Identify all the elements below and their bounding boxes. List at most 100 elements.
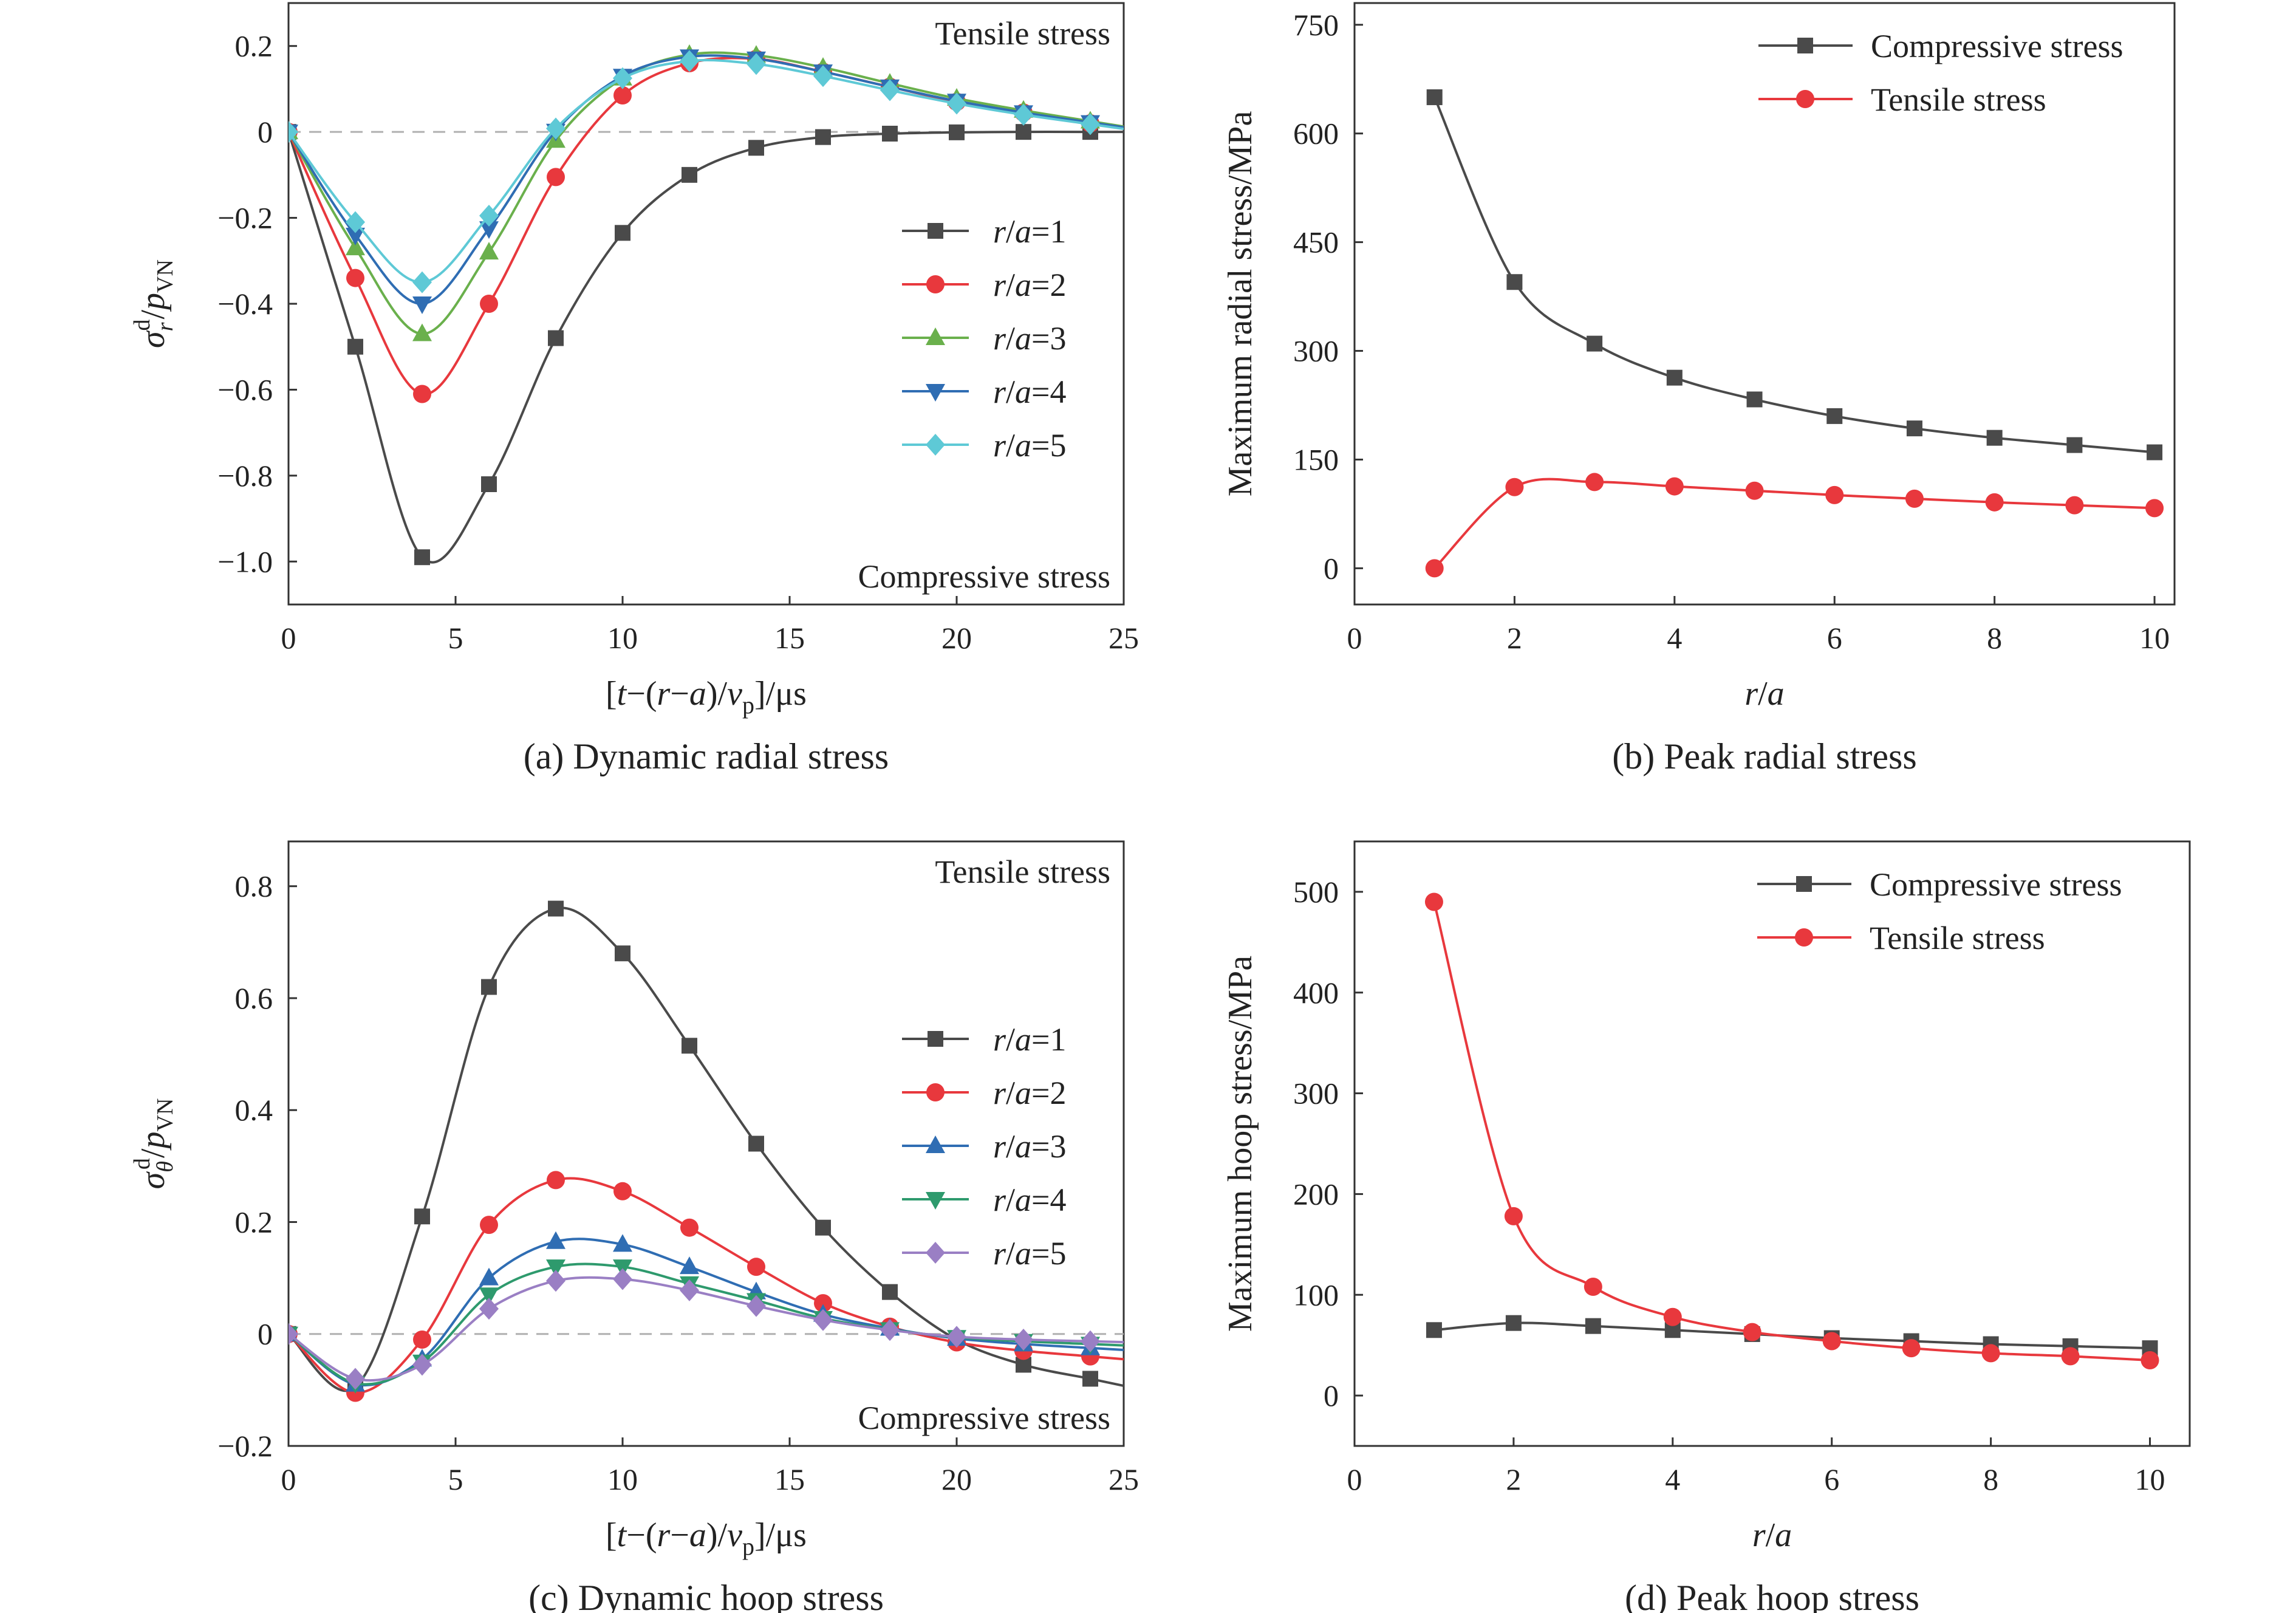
plot-frame xyxy=(287,840,1125,1447)
data-point xyxy=(680,1256,699,1275)
data-point xyxy=(1014,103,1033,126)
series-compressive-stress xyxy=(1426,1315,2158,1357)
data-point xyxy=(547,168,565,187)
legend-label: r/a=4 xyxy=(993,1182,1067,1218)
series-r-a-5 xyxy=(289,50,1124,293)
data-point xyxy=(747,1258,765,1276)
data-point xyxy=(412,271,432,293)
legend-label: r/a=3 xyxy=(993,1128,1067,1165)
x-tick-label: 10 xyxy=(2139,621,2170,655)
data-point xyxy=(346,238,365,256)
data-point xyxy=(479,1298,499,1320)
data-point xyxy=(479,1287,499,1306)
annotation-compressive: Compressive stress xyxy=(858,558,1110,595)
data-point xyxy=(413,1330,431,1349)
data-point xyxy=(1743,1323,1761,1341)
data-point xyxy=(1082,1371,1098,1387)
legend-marker xyxy=(926,384,945,402)
y-tick-label: 0.8 xyxy=(235,869,273,903)
legend-marker xyxy=(1797,38,1813,53)
data-point xyxy=(2147,444,2163,461)
data-point xyxy=(1986,430,2003,446)
y-tick-label: −0.6 xyxy=(217,372,273,406)
data-point xyxy=(613,1182,632,1200)
legend-marker xyxy=(928,223,943,239)
series-line xyxy=(289,131,1124,564)
data-point xyxy=(546,1259,565,1278)
data-point xyxy=(1985,493,2004,512)
data-point xyxy=(615,225,630,241)
x-tick-label: 10 xyxy=(607,621,638,655)
legend-marker xyxy=(1796,876,1812,892)
x-tick-label: 25 xyxy=(1109,621,1139,655)
plot-frame xyxy=(287,2,1125,606)
y-tick-label: 500 xyxy=(1293,875,1339,909)
data-point xyxy=(1906,420,1922,437)
x-tick-label: 6 xyxy=(1824,1462,1839,1496)
data-point xyxy=(479,1267,499,1286)
data-point xyxy=(1587,335,1603,352)
legend: Compressive stress Tensile stress xyxy=(1758,28,2123,118)
x-tick-label: 0 xyxy=(281,621,296,655)
data-point xyxy=(613,67,632,89)
legend-label: Compressive stress xyxy=(1871,28,2123,64)
data-point xyxy=(1016,124,1031,140)
x-axis-label: [t−(r−a)/vp]/μs xyxy=(606,675,807,719)
data-point xyxy=(1665,477,1684,496)
data-point xyxy=(682,166,697,183)
panel-caption: (d) Peak hoop stress xyxy=(1625,1578,1919,1613)
data-point xyxy=(2145,499,2164,518)
panel-a: 0 5 10 15 20 25 −1.0 −0.8 −0.6 −0.4 −0.2 0 0.2 [t−(r−… xyxy=(129,2,1139,776)
x-tick-label: 2 xyxy=(1507,621,1522,655)
data-point xyxy=(1504,1207,1523,1225)
data-point xyxy=(748,1135,764,1152)
data-point xyxy=(1426,89,1443,106)
legend-marker xyxy=(1795,928,1813,947)
legend-marker xyxy=(926,327,945,345)
y-tick-label: −0.4 xyxy=(217,287,273,321)
data-point xyxy=(548,900,564,917)
legend: r/a=1 r/a=2 r/a=3 r/a=4 r/a=5 xyxy=(902,1021,1067,1272)
legend-marker xyxy=(926,1192,945,1210)
data-point xyxy=(1981,1344,2000,1363)
data-point xyxy=(1081,113,1100,135)
x-tick-label: 25 xyxy=(1109,1462,1139,1496)
data-point xyxy=(412,296,432,314)
data-point xyxy=(412,323,432,341)
data-point xyxy=(882,125,898,142)
x-axis-label: [t−(r−a)/vp]/μs xyxy=(606,1516,807,1560)
data-point xyxy=(1745,481,1764,500)
y-tick-label: 0.6 xyxy=(235,981,273,1015)
series-line xyxy=(1433,902,2150,1361)
data-point xyxy=(481,476,497,492)
data-point xyxy=(481,979,497,995)
panel-c: 0 5 10 15 20 25−0.200.20.40.60.8[t−(r−a)/vp]/… xyxy=(129,840,1139,1613)
x-tick-label: 8 xyxy=(1987,621,2002,655)
x-axis-label: r/a xyxy=(1752,1516,1792,1554)
panel-b: 0 2 4 6 8 10 0 150 300 450 600 750 r/a Maximum radial… xyxy=(1221,2,2176,776)
y-tick-label: 300 xyxy=(1293,334,1339,368)
legend-label: r/a=1 xyxy=(993,213,1067,250)
series-line xyxy=(289,51,1124,335)
data-point xyxy=(1666,369,1683,386)
data-point xyxy=(346,211,365,233)
y-tick-label: 0 xyxy=(1324,551,1339,585)
data-point xyxy=(613,86,632,105)
series-line xyxy=(1433,1321,2150,1350)
legend-label: r/a=5 xyxy=(993,427,1067,464)
series-tensile-stress xyxy=(1425,473,2164,578)
x-tick-label: 5 xyxy=(448,1462,463,1496)
y-tick-label: 300 xyxy=(1293,1077,1339,1111)
data-point xyxy=(479,242,499,260)
data-point xyxy=(1081,1330,1100,1352)
x-tick-label: 5 xyxy=(448,621,463,655)
y-tick-label: 0 xyxy=(258,115,273,149)
x-tick-label: 10 xyxy=(607,1462,638,1496)
panel-caption: (c) Dynamic hoop stress xyxy=(528,1578,884,1613)
data-point xyxy=(2141,1351,2159,1370)
data-point xyxy=(412,1354,432,1376)
data-point xyxy=(748,140,764,156)
data-point xyxy=(813,65,833,87)
y-tick-label: −1.0 xyxy=(217,544,273,578)
